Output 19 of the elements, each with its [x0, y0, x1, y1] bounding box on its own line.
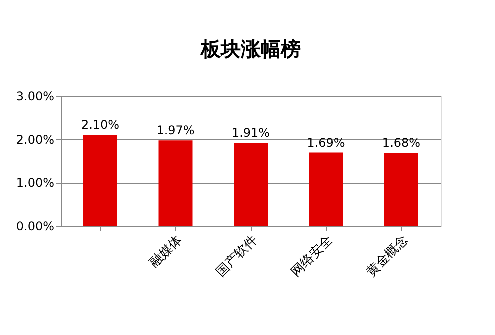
x-tick-label: 国产软件 — [214, 232, 261, 280]
x-tick-label: 网络安全 — [288, 232, 336, 280]
data-label: 2.10% — [81, 118, 120, 132]
data-label: 1.68% — [382, 136, 421, 150]
y-tick-label: 0.00% — [16, 220, 54, 234]
bar — [158, 140, 193, 226]
x-tick-label: 融媒体 — [147, 232, 186, 271]
bar — [84, 135, 118, 226]
x-tick-label: 黄金概念 — [364, 232, 412, 280]
y-tick-label: 3.00% — [16, 90, 54, 104]
data-label: 1.97% — [156, 124, 195, 138]
data-label: 1.69% — [307, 136, 346, 150]
y-tick-label: 1.00% — [16, 176, 54, 190]
bar — [384, 153, 418, 226]
y-tick-label: 2.00% — [16, 132, 54, 147]
data-label: 1.91% — [232, 126, 270, 140]
bar — [234, 143, 268, 226]
bar — [309, 152, 344, 226]
chart-title: 板块涨幅榜 — [200, 37, 301, 61]
